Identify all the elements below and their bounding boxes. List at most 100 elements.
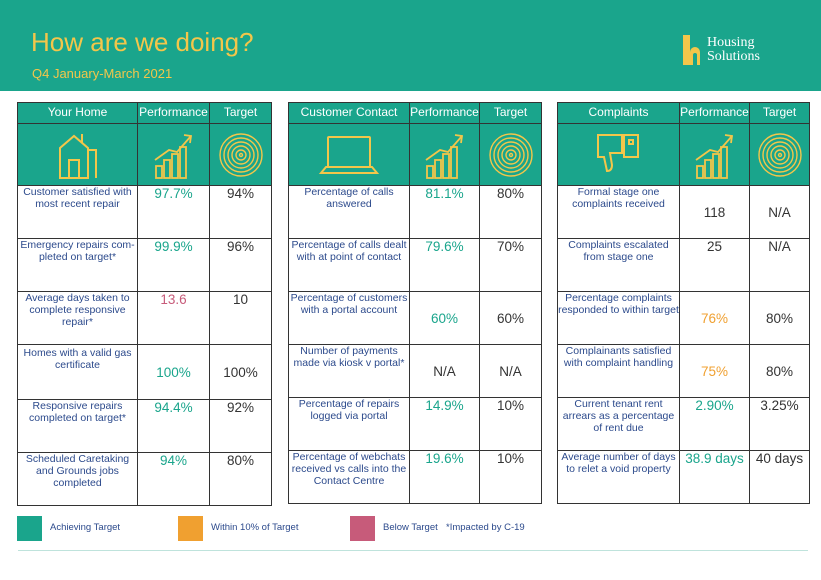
performance-value: 118: [679, 185, 750, 239]
laptop-icon: [288, 123, 410, 186]
legend-note: *Impacted by C-19: [446, 522, 525, 533]
performance-value: 13.6: [137, 291, 210, 345]
metric-label: Scheduled Caretaking and Grounds jobs co…: [17, 452, 138, 506]
target-value: 96%: [209, 238, 272, 292]
customer-contact-heading: Customer Contact: [288, 102, 410, 124]
logo-line-1: Housing: [707, 35, 755, 50]
target-value: N/A: [749, 185, 810, 239]
table-row: Percentage of calls dealt with at point …: [288, 238, 542, 292]
table-row: Formal stage one complaints received 118…: [557, 185, 810, 239]
house-icon: [17, 123, 138, 186]
performance-value: 19.6%: [409, 450, 480, 504]
metric-label: Customer satisfied with most recent repa…: [17, 185, 138, 239]
metric-label: Current tenant rent arrears as a percent…: [557, 397, 680, 451]
target-value: 10%: [479, 450, 542, 504]
metric-label: Complaints escalated from stage one: [557, 238, 680, 292]
table-row: Complaints escalated from stage one 25 N…: [557, 238, 810, 292]
metric-label: Percentage of repairs logged via portal: [288, 397, 410, 451]
table-row: Responsive repairs completed on target* …: [17, 399, 272, 453]
legend-achieving: Achieving Target: [50, 522, 121, 533]
table-row: Percentage of calls answered 81.1% 80%: [288, 185, 542, 239]
page-title: How are we doing?: [31, 27, 254, 57]
target-heading: Target: [479, 102, 542, 124]
table-row: Percentage of repairs logged via portal …: [288, 397, 542, 451]
performance-value: 76%: [679, 291, 750, 345]
metric-label: Emergency repairs com-pleted on target*: [17, 238, 138, 292]
table-row: Number of payments made via kiosk v port…: [288, 344, 542, 398]
legend-below: Below Target: [383, 522, 438, 533]
performance-value: 100%: [137, 344, 210, 400]
performance-heading: Performance: [137, 102, 210, 124]
performance-value: 94.4%: [137, 399, 210, 453]
performance-value: 75%: [679, 344, 750, 398]
table-row: Percentage of webchats received vs calls…: [288, 450, 542, 504]
target-heading: Target: [209, 102, 272, 124]
metric-label: Homes with a valid gas certificate: [17, 344, 138, 400]
target-value: 80%: [479, 185, 542, 239]
page-header: How are we doing? Q4 January-March 2021 …: [0, 0, 821, 91]
target-value: 100%: [209, 344, 272, 400]
achieving-swatch: [17, 516, 42, 541]
metric-label: Number of payments made via kiosk v port…: [288, 344, 410, 398]
logo-mark-icon: [683, 35, 703, 65]
table-row: Average days taken to complete responsiv…: [17, 291, 272, 345]
metric-label: Percentage of webchats received vs calls…: [288, 450, 410, 504]
target-icon: [749, 123, 810, 186]
your-home-table: Your Home Performance Target Customer sa…: [17, 102, 272, 506]
table-row: Average number of days to relet a void p…: [557, 450, 810, 504]
page-subtitle: Q4 January-March 2021: [32, 66, 173, 81]
metric-label: Percentage of calls dealt with at point …: [288, 238, 410, 292]
target-icon: [209, 123, 272, 186]
your-home-heading: Your Home: [17, 102, 138, 124]
target-value: 3.25%: [749, 397, 810, 451]
table-row: Percentage complaints responded to withi…: [557, 291, 810, 345]
housing-solutions-logo: Housing Solutions: [683, 35, 793, 69]
target-value: N/A: [749, 238, 810, 292]
performance-value: 81.1%: [409, 185, 480, 239]
table-row: Scheduled Caretaking and Grounds jobs co…: [17, 452, 272, 506]
target-value: 60%: [479, 291, 542, 345]
target-value: 70%: [479, 238, 542, 292]
within10-swatch: [178, 516, 203, 541]
target-value: 40 days: [749, 450, 810, 504]
target-value: 80%: [209, 452, 272, 506]
complaints-table: Complaints Performance Target Formal sta…: [557, 102, 810, 504]
performance-value: 25: [679, 238, 750, 292]
target-value: 80%: [749, 344, 810, 398]
complaints-heading: Complaints: [557, 102, 680, 124]
performance-value: 2.90%: [679, 397, 750, 451]
metric-label: Average days taken to complete responsiv…: [17, 291, 138, 345]
performance-heading: Performance: [409, 102, 480, 124]
performance-heading: Performance: [679, 102, 750, 124]
target-value: 10%: [479, 397, 542, 451]
target-heading: Target: [749, 102, 810, 124]
logo-line-2: Solutions: [707, 49, 760, 64]
target-icon: [479, 123, 542, 186]
performance-value: N/A: [409, 344, 480, 398]
table-row: Complainants satisfied with complaint ha…: [557, 344, 810, 398]
target-value: 92%: [209, 399, 272, 453]
customer-contact-table: Customer Contact Performance Target Perc…: [288, 102, 542, 504]
metric-label: Percentage complaints responded to withi…: [557, 291, 680, 345]
growth-chart-icon: [409, 123, 480, 186]
thumbs-down-icon: [557, 123, 680, 186]
performance-value: 97.7%: [137, 185, 210, 239]
target-value: 94%: [209, 185, 272, 239]
performance-value: 79.6%: [409, 238, 480, 292]
performance-value: 99.9%: [137, 238, 210, 292]
metric-label: Percentage of calls answered: [288, 185, 410, 239]
bottom-divider: [18, 550, 808, 551]
metric-label: Average number of days to relet a void p…: [557, 450, 680, 504]
table-row: Percentage of customers with a portal ac…: [288, 291, 542, 345]
below-swatch: [350, 516, 375, 541]
performance-value: 94%: [137, 452, 210, 506]
table-row: Emergency repairs com-pleted on target* …: [17, 238, 272, 292]
legend-within10: Within 10% of Target: [211, 522, 299, 533]
metric-label: Complainants satisfied with complaint ha…: [557, 344, 680, 398]
performance-value: 14.9%: [409, 397, 480, 451]
target-value: 80%: [749, 291, 810, 345]
growth-chart-icon: [679, 123, 750, 186]
table-row: Homes with a valid gas certificate 100% …: [17, 344, 272, 400]
table-row: Current tenant rent arrears as a percent…: [557, 397, 810, 451]
metric-label: Responsive repairs completed on target*: [17, 399, 138, 453]
